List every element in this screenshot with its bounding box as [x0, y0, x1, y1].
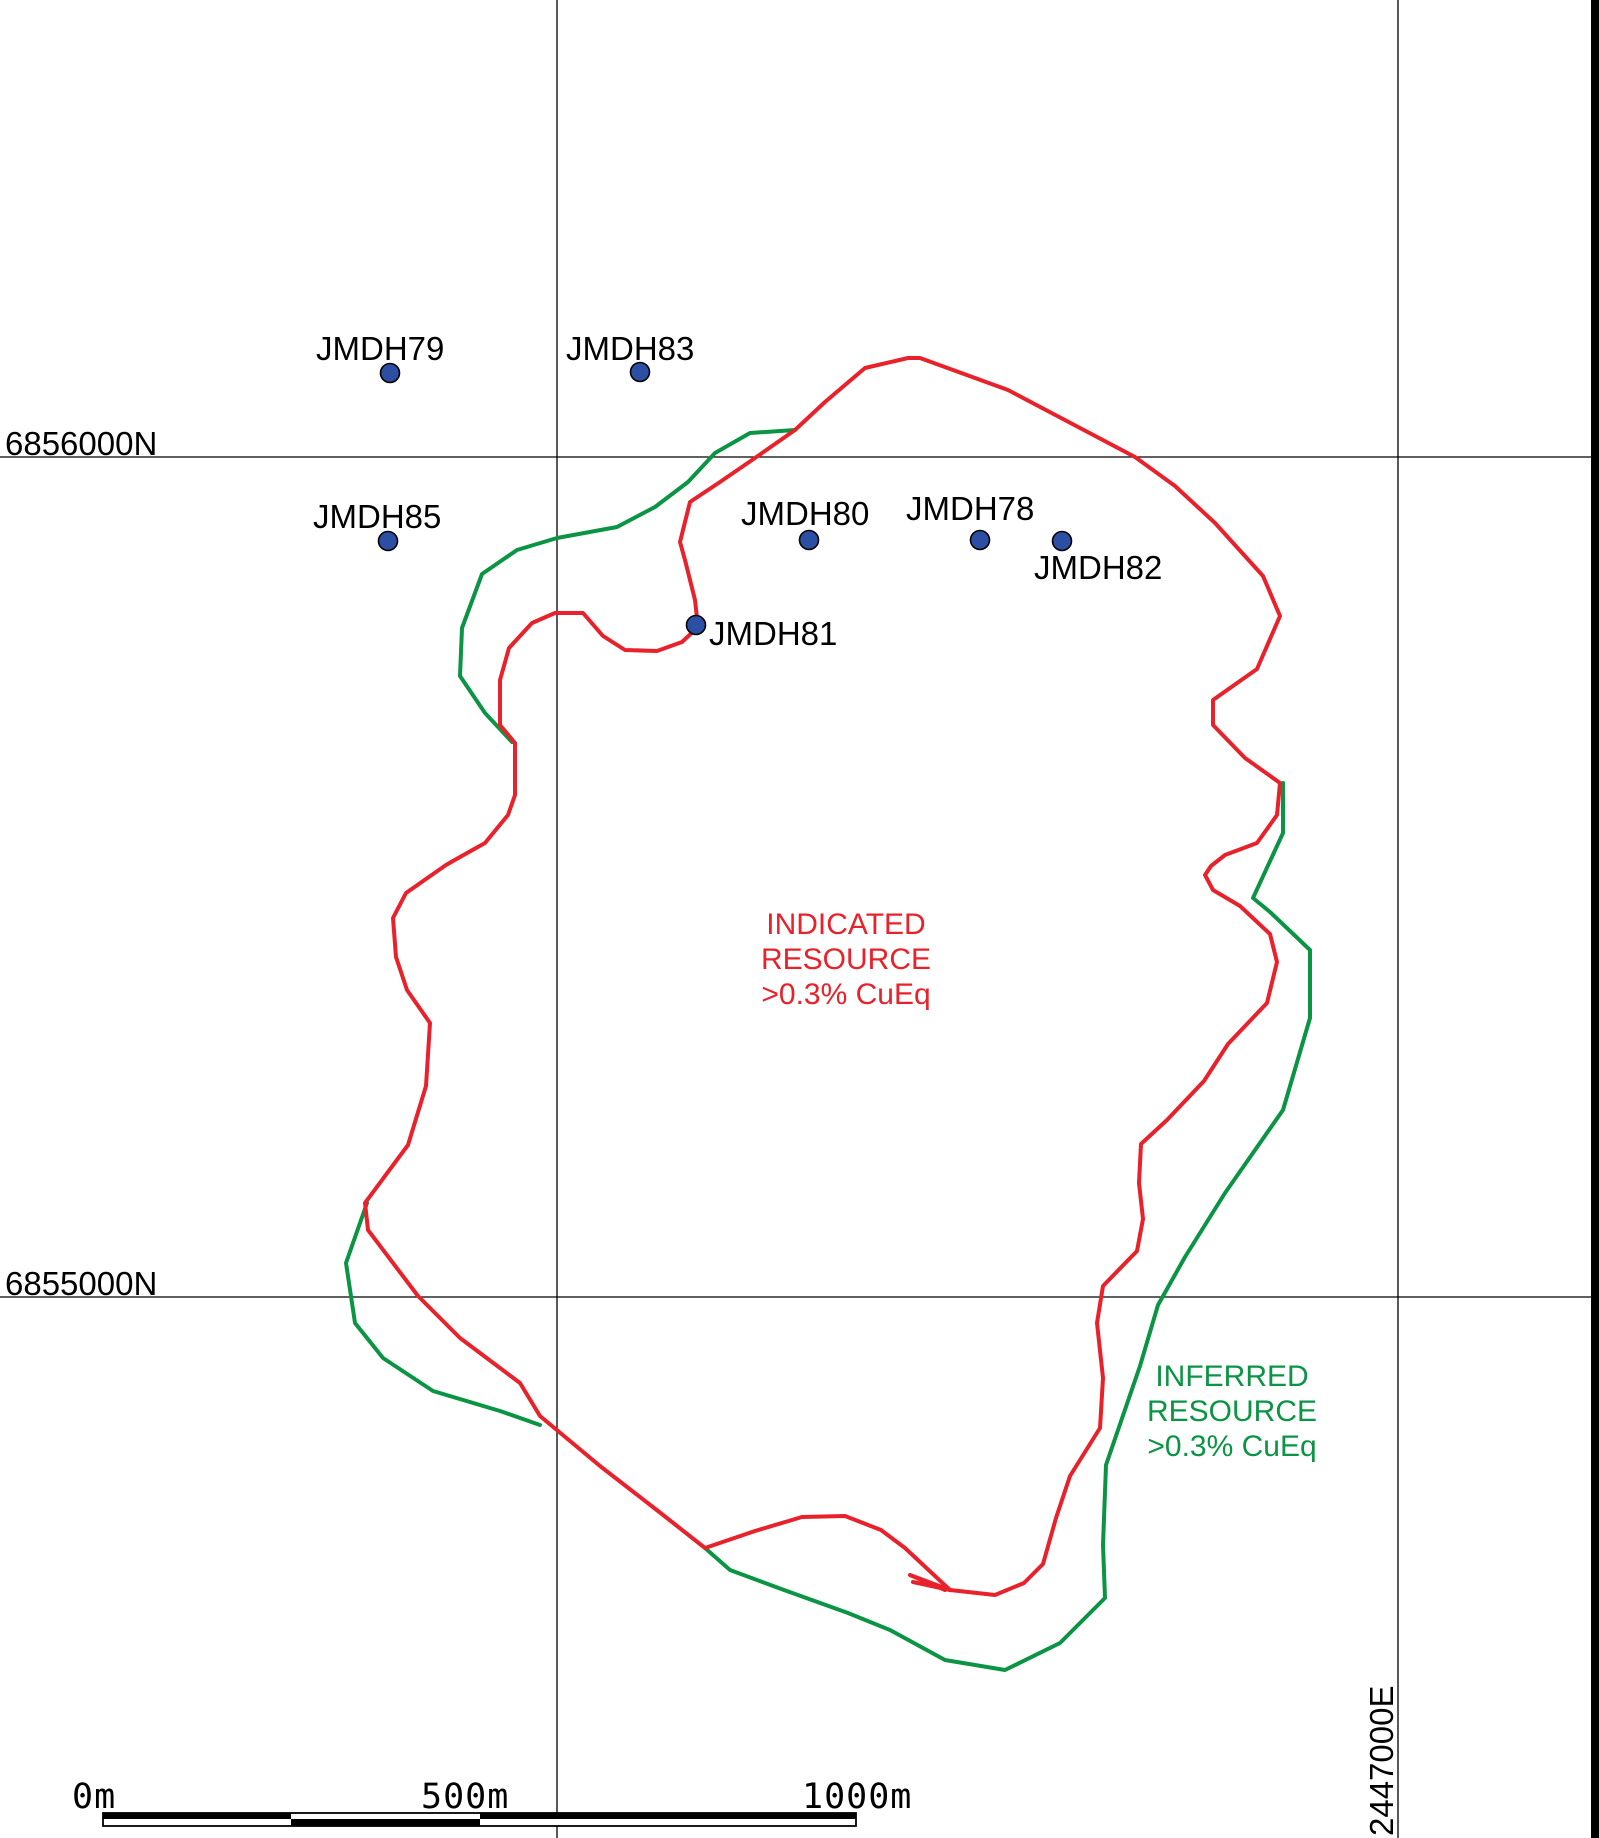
drillhole-label-jmdh80: JMDH80	[741, 495, 869, 532]
drillhole-marker-jmdh82[interactable]	[1051, 530, 1073, 552]
scale-bar: 0m 500m 1000m	[72, 1777, 912, 1827]
drillhole-marker-jmdh78[interactable]	[969, 529, 991, 551]
drillhole-marker-jmdh85[interactable]	[377, 530, 399, 552]
inferred-resource-label-line2: RESOURCE	[1147, 1395, 1317, 1428]
scale-label-0m: 0m	[72, 1777, 116, 1817]
drillhole-label-jmdh83: JMDH83	[566, 330, 694, 367]
scale-bar-segment-bottom-2	[291, 1819, 480, 1826]
northing-label-6855000: 6855000N	[5, 1265, 157, 1302]
drillhole-marker-jmdh83[interactable]	[629, 361, 651, 383]
indicated-resource-label-line1: INDICATED	[766, 908, 925, 941]
indicated-resource-label-line3: >0.3% CuEq	[761, 978, 930, 1011]
drillhole-label-jmdh81: JMDH81	[709, 615, 837, 652]
inferred-resource-outline	[458, 428, 797, 744]
scale-label-500m: 500m	[421, 1777, 509, 1817]
inferred-resource-outline-west	[344, 1201, 542, 1427]
drillhole-marker-jmdh79[interactable]	[379, 362, 401, 384]
drillhole-marker-jmdh81[interactable]	[685, 614, 707, 636]
inferred-resource-label-line3: >0.3% CuEq	[1147, 1430, 1316, 1463]
indicated-resource-outline-hook	[908, 1573, 952, 1592]
indicated-resource-outline-south	[363, 611, 952, 1592]
scale-label-1000m: 1000m	[802, 1777, 912, 1817]
drillhole-label-jmdh82: JMDH82	[1034, 549, 1162, 586]
drillhole-label-jmdh79: JMDH79	[316, 330, 444, 367]
inferred-resource-label-line1: INFERRED	[1155, 1360, 1308, 1393]
indicated-resource-label-line2: RESOURCE	[761, 943, 931, 976]
indicated-resource-outline	[678, 356, 1282, 1597]
drillhole-label-jmdh85: JMDH85	[313, 498, 441, 535]
drillhole-markers	[377, 361, 1073, 636]
inferred-resource-outline-east	[703, 781, 1312, 1672]
map-frame-border	[1591, 0, 1599, 1838]
northing-label-6856000: 6856000N	[5, 425, 157, 462]
scale-bar-segment-top-3	[480, 1813, 856, 1819]
drillhole-label-jmdh78: JMDH78	[906, 490, 1034, 527]
easting-label-2447000: 2447000E	[1363, 1686, 1400, 1836]
scale-bar-segment-top-1	[103, 1813, 291, 1819]
drillhole-marker-jmdh80[interactable]	[798, 529, 820, 551]
